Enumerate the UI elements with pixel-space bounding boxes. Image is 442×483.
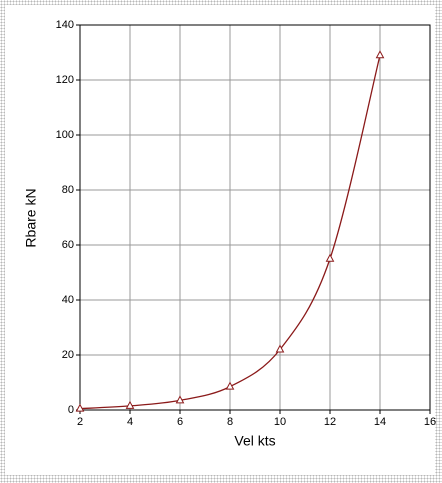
y-tick-label: 100 (56, 129, 74, 141)
plot-frame (79, 24, 431, 411)
data-point (125, 400, 135, 409)
x-tick-label: 14 (374, 416, 386, 428)
x-tick-label: 8 (227, 416, 233, 428)
x-tick-label: 6 (177, 416, 183, 428)
y-axis-title: Rbare kN (23, 188, 39, 247)
y-tick-label: 0 (68, 404, 74, 416)
data-point (375, 50, 385, 59)
data-point (225, 381, 235, 390)
y-tick-label: 60 (62, 239, 74, 251)
x-axis-title: Vel kts (234, 433, 275, 449)
data-point (75, 403, 85, 412)
y-tick-label: 80 (62, 184, 74, 196)
chart-background (5, 5, 435, 475)
x-tick-label: 12 (324, 416, 336, 428)
y-tick-label: 40 (62, 294, 74, 306)
x-tick-label: 2 (77, 416, 83, 428)
y-tick-label: 140 (56, 19, 74, 31)
x-tick-label: 16 (424, 416, 436, 428)
data-line (79, 55, 381, 410)
y-tick-label: 120 (56, 74, 74, 86)
x-tick-label: 4 (127, 416, 133, 428)
data-point (175, 395, 185, 404)
data-point (325, 253, 335, 262)
x-tick-label: 10 (274, 416, 286, 428)
y-tick-label: 20 (62, 349, 74, 361)
data-point (275, 344, 285, 353)
